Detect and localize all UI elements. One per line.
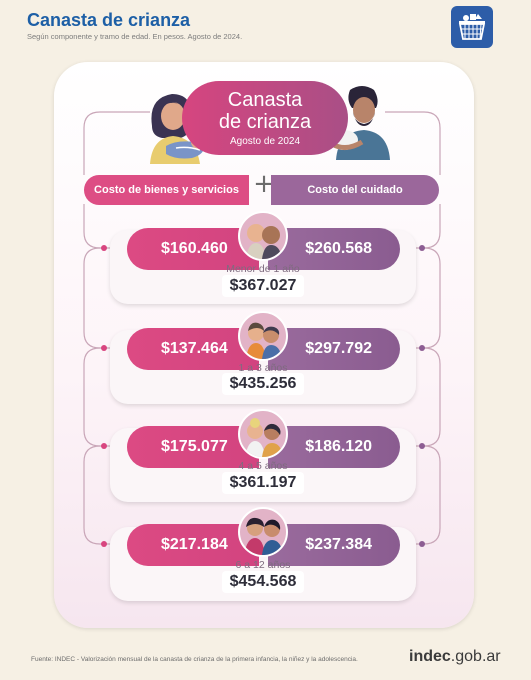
goods-value-6-12: $217.184: [127, 524, 259, 566]
hero-title-line1: Canasta: [227, 89, 303, 111]
school-children-illustration: [238, 507, 288, 557]
age-label-6-12: 6 a 12 años: [235, 559, 291, 571]
goods-value-1-3: $137.464: [127, 328, 259, 370]
source-footnote: Fuente: INDEC - Valorización mensual de …: [31, 656, 358, 663]
father-with-baby-illustration: [322, 80, 392, 160]
total-currency-sign: $: [229, 573, 239, 590]
preschoolers-illustration: [238, 409, 288, 459]
indec-brand[interactable]: indec.gob.ar: [409, 648, 501, 666]
total-4-5: $361.197: [222, 472, 304, 494]
goods-services-header: Costo de bienes y servicios: [84, 175, 249, 205]
total-value: 454.568: [238, 573, 297, 590]
babies-illustration: [238, 211, 288, 261]
hero-title-line2: de crianza: [218, 111, 312, 133]
care-value-under-1: $260.568: [268, 228, 400, 270]
hero-date: Agosto de 2024: [229, 136, 301, 147]
brand-bold: indec: [409, 648, 451, 665]
total-1-3: $435.256: [222, 373, 304, 395]
total-value: 435.256: [238, 375, 297, 392]
total-currency-sign: $: [229, 474, 239, 491]
total-value: 367.027: [238, 277, 297, 294]
care-cost-header: Costo del cuidado: [271, 175, 439, 205]
brand-domain: .gob.ar: [450, 648, 501, 665]
goods-value-under-1: $160.460: [127, 228, 259, 270]
care-value-4-5: $186.120: [268, 426, 400, 468]
care-value-1-3: $297.792: [268, 328, 400, 370]
page-title: Canasta de crianza: [27, 10, 191, 30]
toddlers-illustration: [238, 311, 288, 361]
age-label-1-3: 1 a 3 años: [238, 362, 288, 374]
age-label-under-1: Menor de 1 año: [226, 263, 300, 275]
page-subtitle: Según componente y tramo de edad. En pes…: [27, 32, 243, 41]
total-currency-sign: $: [229, 375, 239, 392]
hero-title-pill: Canasta de crianza Agosto de 2024: [182, 81, 348, 155]
total-value: 361.197: [238, 474, 297, 491]
shopping-basket-icon: [451, 6, 493, 48]
plus-icon: +: [253, 169, 275, 199]
total-under-1: $367.027: [222, 275, 304, 297]
goods-value-4-5: $175.077: [127, 426, 259, 468]
total-6-12: $454.568: [222, 571, 304, 593]
care-value-6-12: $237.384: [268, 524, 400, 566]
age-label-4-5: 4 a 5 años: [238, 460, 288, 472]
total-currency-sign: $: [229, 277, 239, 294]
